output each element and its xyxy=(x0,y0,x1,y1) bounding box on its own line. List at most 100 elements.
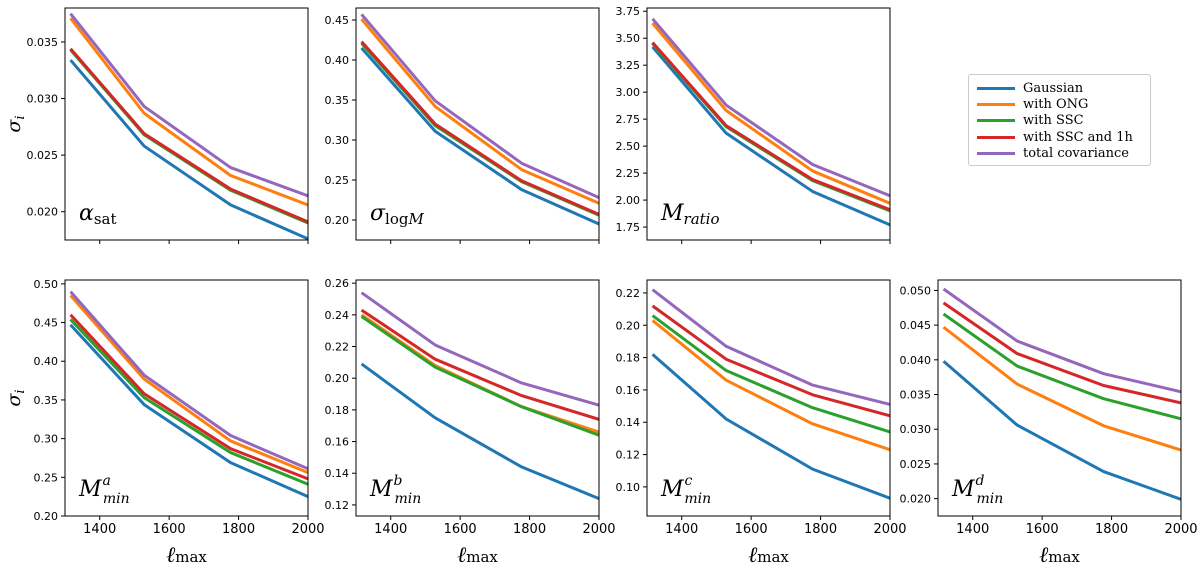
y-tick-label: 0.025 xyxy=(900,458,932,471)
panel-label: Mb min xyxy=(369,473,421,507)
y-tick-label: 0.025 xyxy=(27,149,59,162)
y-tick-label: 3.25 xyxy=(616,59,641,72)
legend-swatch xyxy=(977,152,1015,156)
legend-item-with-ong: with ONG xyxy=(977,96,1144,112)
legend-item-total-covariance: total covariance xyxy=(977,146,1144,162)
series-line-total-covariance xyxy=(69,12,308,198)
x-tick-label: 1400 xyxy=(83,522,116,537)
y-tick-label: 0.35 xyxy=(325,94,350,107)
y-tick-label: 0.12 xyxy=(325,499,350,512)
y-tick-label: 0.16 xyxy=(616,384,641,397)
series-line-with-ssc-and-1h xyxy=(651,41,890,212)
y-tick-label: 0.26 xyxy=(325,277,350,290)
series-line-total-covariance xyxy=(651,17,890,198)
legend-label: with ONG xyxy=(1023,97,1089,113)
y-tick-label: 0.14 xyxy=(616,416,641,429)
y-tick-label: 0.50 xyxy=(34,278,59,291)
series-line-total-covariance xyxy=(360,291,599,407)
series-line-with-ssc-and-1h xyxy=(69,313,308,481)
panel-label: Md min xyxy=(951,473,1003,507)
series-line-total-covariance xyxy=(651,288,890,406)
panel-label: σlogM xyxy=(370,201,424,228)
y-tick-label: 0.40 xyxy=(34,355,59,368)
legend-swatch xyxy=(977,119,1015,123)
legend-label: Gaussian xyxy=(1023,80,1084,96)
y-tick-label: 0.20 xyxy=(616,319,641,332)
x-tick-label: 1600 xyxy=(1026,522,1059,537)
legend-label: with SSC xyxy=(1023,113,1084,129)
y-tick-label: 0.045 xyxy=(900,319,932,332)
x-tick-label: 2000 xyxy=(582,522,615,537)
legend-item-with-ssc: with SSC xyxy=(977,113,1144,129)
y-tick-label: 0.12 xyxy=(616,449,641,462)
legend-swatch xyxy=(977,86,1015,90)
x-tick-label: 1600 xyxy=(153,522,186,537)
axes-frame xyxy=(646,279,891,517)
series-line-gaussian xyxy=(69,323,308,499)
y-tick-label: 0.030 xyxy=(900,423,932,436)
y-tick-label: 0.050 xyxy=(900,284,932,297)
y-tick-label: 0.14 xyxy=(325,467,350,480)
x-tick-label: 1400 xyxy=(374,522,407,537)
y-tick-label: 0.18 xyxy=(616,352,641,365)
panel-2: 0.20 0.25 0.30 0.35 0.40 0.45 σlogM xyxy=(325,7,600,244)
y-tick-label: 0.24 xyxy=(325,309,350,322)
series-line-with-ong xyxy=(942,326,1181,452)
axes-frame xyxy=(64,279,309,517)
axes-frame xyxy=(355,7,600,241)
series-line-gaussian xyxy=(942,360,1181,501)
series-line-with-ssc-and-1h xyxy=(360,40,599,216)
series-line-gaussian xyxy=(651,353,890,500)
y-tick-label: 2.75 xyxy=(616,113,641,126)
series-line-with-ssc-and-1h xyxy=(360,308,599,421)
y-tick-label: 0.040 xyxy=(900,354,932,367)
legend-swatch xyxy=(977,103,1015,107)
y-tick-label: 0.22 xyxy=(616,287,641,300)
axes-frame xyxy=(64,7,309,241)
series-line-with-ssc xyxy=(360,315,599,437)
x-tick-label: 1600 xyxy=(735,522,768,537)
y-tick-label: 0.20 xyxy=(34,510,59,523)
panel-5: 0.12 0.14 0.16 0.18 0.20 0.22 0.24 0.26 1400 1600… xyxy=(325,277,616,568)
y-tick-label: 3.00 xyxy=(616,86,641,99)
legend-label: with SSC and 1h xyxy=(1023,129,1133,145)
series-line-with-ssc-and-1h xyxy=(651,304,890,418)
x-tick-label: 1400 xyxy=(665,522,698,537)
x-tick-label: 1800 xyxy=(222,522,255,537)
series-line-with-ong xyxy=(69,17,308,207)
x-tick-label: 1800 xyxy=(513,522,546,537)
series-line-with-ssc xyxy=(651,314,890,434)
x-tick-label: 1400 xyxy=(956,522,989,537)
panel-4: 0.20 0.25 0.30 0.35 0.40 0.45 0.50 1400 1600 1800… xyxy=(3,278,325,568)
y-tick-label: 2.00 xyxy=(616,194,641,207)
y-tick-label: 0.030 xyxy=(27,93,59,106)
series-line-with-ssc xyxy=(651,42,890,213)
y-axis-label: σi xyxy=(3,115,28,132)
panel-3: 1.75 2.00 2.25 2.50 2.75 3.00 3.25 3.50 3.75 Mrat… xyxy=(616,5,891,244)
panel-7: 0.020 0.025 0.030 0.035 0.040 0.045 0.050 1400 1… xyxy=(900,279,1198,568)
y-tick-label: 0.30 xyxy=(34,433,59,446)
x-tick-label: 1800 xyxy=(804,522,837,537)
y-tick-label: 2.25 xyxy=(616,167,641,180)
x-axis-label: ℓmax xyxy=(1039,543,1080,568)
x-axis-label: ℓmax xyxy=(457,543,498,568)
series-line-total-covariance xyxy=(360,13,599,199)
axes-frame xyxy=(355,279,600,517)
x-tick-label: 2000 xyxy=(873,522,906,537)
x-axis-label: ℓmax xyxy=(748,543,789,568)
panel-label: Mc min xyxy=(660,473,711,507)
y-tick-label: 3.50 xyxy=(616,32,641,45)
y-tick-label: 0.020 xyxy=(27,206,59,219)
panel-1: 0.020 0.025 0.030 0.035 σi αsat xyxy=(3,7,309,244)
legend-swatch xyxy=(977,135,1015,139)
series-line-with-ssc-and-1h xyxy=(942,301,1181,405)
y-tick-label: 0.22 xyxy=(325,341,350,354)
y-tick-label: 0.20 xyxy=(325,214,350,227)
panel-label: Mratio xyxy=(660,201,720,228)
y-axis-label: σi xyxy=(3,389,28,406)
x-tick-label: 1600 xyxy=(444,522,477,537)
series-line-gaussian xyxy=(360,47,599,226)
y-tick-label: 3.75 xyxy=(616,5,641,18)
series-line-with-ssc xyxy=(69,318,308,486)
